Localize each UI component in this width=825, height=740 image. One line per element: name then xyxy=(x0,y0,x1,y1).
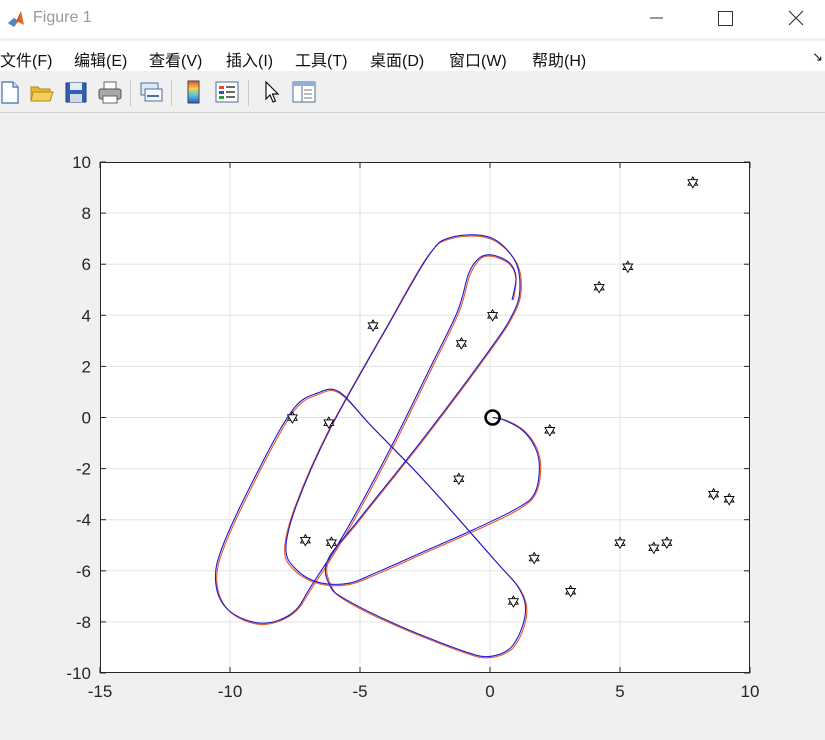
landmark-star-icon xyxy=(648,541,660,555)
insert-colorbar-button[interactable] xyxy=(180,78,208,106)
y-tick-label: 0 xyxy=(82,409,91,428)
menu-overflow-arrow-icon[interactable]: ↘ xyxy=(812,49,823,64)
y-tick-label: -2 xyxy=(76,460,91,479)
landmark-star-icon xyxy=(565,584,577,598)
y-tick-label: -6 xyxy=(76,562,91,581)
start-circle-marker xyxy=(484,409,501,426)
menu-window[interactable]: 窗口(W) xyxy=(449,53,507,70)
open-file-icon xyxy=(30,86,54,102)
landmark-star-icon xyxy=(661,536,673,550)
menu-view[interactable]: 查看(V) xyxy=(149,53,203,70)
open-file-button[interactable] xyxy=(28,78,56,106)
link-plot-button[interactable] xyxy=(137,78,165,106)
y-tick-label: -8 xyxy=(76,613,91,632)
y-tick-label: -10 xyxy=(66,664,91,683)
print-button[interactable] xyxy=(96,78,124,106)
save-icon xyxy=(65,82,87,103)
new-figure-icon xyxy=(1,81,19,104)
title-bar: Figure 1 xyxy=(0,0,825,38)
matlab-logo-icon xyxy=(6,9,26,29)
maximize-button[interactable] xyxy=(695,0,755,38)
print-icon xyxy=(98,81,122,104)
grid-lines xyxy=(100,162,750,673)
trajectory-series-1 xyxy=(214,234,540,658)
new-figure-button[interactable] xyxy=(0,78,24,106)
insert-colorbar-icon xyxy=(187,80,200,104)
minimize-button[interactable] xyxy=(626,0,686,38)
y-tick-label: 10 xyxy=(72,153,91,172)
toolbar-separator xyxy=(248,80,249,106)
property-inspector-button[interactable] xyxy=(290,78,318,106)
link-plot-icon xyxy=(140,82,163,102)
x-tick-label: -10 xyxy=(218,682,243,701)
landmark-star-icon xyxy=(528,551,540,565)
landmark-star-icon xyxy=(323,416,335,429)
y-tick-label: 4 xyxy=(82,306,91,325)
landmark-star-icon xyxy=(507,595,519,608)
menu-insert[interactable]: 插入(I) xyxy=(226,53,274,70)
window-title: Figure 1 xyxy=(33,9,92,26)
landmark-star-icon xyxy=(708,487,720,501)
landmark-star-icon xyxy=(622,260,634,274)
toolbar-separator xyxy=(171,80,172,106)
figure-toolbar xyxy=(0,74,825,113)
landmark-star-icon xyxy=(367,319,379,332)
y-tick-label: 2 xyxy=(82,357,91,376)
edit-plot-cursor-icon xyxy=(265,80,280,103)
toolbar-separator xyxy=(130,80,131,106)
x-tick-label: 5 xyxy=(615,682,624,701)
x-tick-label: 0 xyxy=(485,682,494,701)
insert-legend-button[interactable] xyxy=(213,78,241,106)
menu-desktop[interactable]: 桌面(D) xyxy=(370,53,425,70)
property-inspector-icon xyxy=(292,81,316,103)
landmark-star-icon xyxy=(455,337,467,350)
landmark-star-icon xyxy=(614,536,626,550)
x-tick-label: -15 xyxy=(88,682,113,701)
edit-plot-button[interactable] xyxy=(258,78,286,106)
insert-legend-icon xyxy=(215,81,239,103)
trajectory-series-0 xyxy=(216,235,542,659)
menu-tools[interactable]: 工具(T) xyxy=(295,53,348,70)
trajectories xyxy=(214,234,542,659)
menu-bar: 文件(F) 编辑(E) 查看(V) 插入(I) 工具(T) 桌面(D) 窗口(W… xyxy=(0,41,825,71)
landmark-star-icon xyxy=(299,533,311,547)
landmark-star-icon xyxy=(687,176,699,189)
save-button[interactable] xyxy=(62,78,90,106)
landmark-star-icon xyxy=(286,411,298,424)
close-button[interactable] xyxy=(765,0,825,38)
landmark-markers xyxy=(286,176,735,608)
landmark-star-icon xyxy=(593,280,605,294)
menu-edit[interactable]: 编辑(E) xyxy=(74,53,128,70)
y-tick-label: 8 xyxy=(82,204,91,223)
y-tick-label: 6 xyxy=(82,255,91,274)
start-marker xyxy=(484,409,501,426)
x-tick-label: 10 xyxy=(741,682,760,701)
menu-help[interactable]: 帮助(H) xyxy=(532,53,587,70)
landmark-star-icon xyxy=(487,308,499,322)
landmark-star-icon xyxy=(544,423,556,437)
y-tick-label: -4 xyxy=(76,511,91,530)
landmark-star-icon xyxy=(723,492,735,506)
landmark-star-icon xyxy=(325,536,337,550)
landmark-star-icon xyxy=(453,472,465,486)
x-tick-label: -5 xyxy=(352,682,367,701)
menu-file[interactable]: 文件(F) xyxy=(0,53,53,70)
